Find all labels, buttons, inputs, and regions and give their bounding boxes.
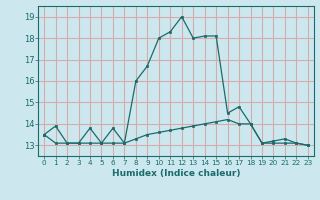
X-axis label: Humidex (Indice chaleur): Humidex (Indice chaleur) [112,169,240,178]
